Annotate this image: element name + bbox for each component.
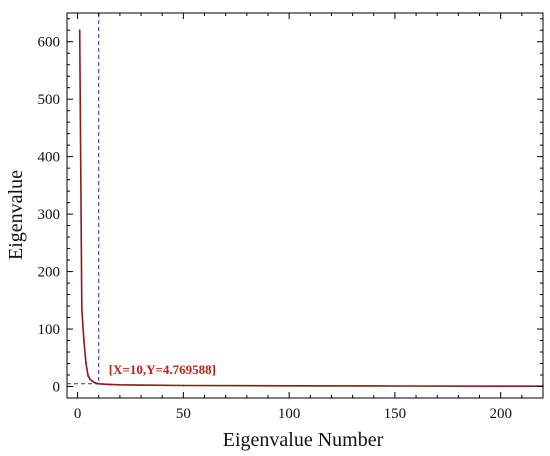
data-point — [140, 384, 142, 387]
data-point — [83, 339, 85, 342]
y-tick-label: 500 — [38, 92, 61, 108]
plot-layer: [X=10,Y=4.769588] — [67, 13, 544, 388]
data-point — [95, 382, 98, 385]
data-point — [499, 385, 502, 388]
x-tick-label: 50 — [176, 406, 191, 422]
data-point — [102, 383, 104, 385]
data-point — [108, 383, 111, 386]
y-tick-label: 400 — [38, 150, 61, 166]
y-tick-label: 300 — [38, 207, 61, 223]
x-axis-title: Eigenvalue Number — [223, 429, 384, 451]
data-point — [93, 381, 96, 384]
data-point — [91, 380, 94, 383]
data-point — [288, 384, 291, 387]
x-tick-label: 100 — [278, 406, 301, 422]
y-tick-label: 600 — [38, 35, 61, 51]
data-point — [80, 308, 83, 310]
y-tick-label: 100 — [38, 322, 61, 338]
x-tick-label: 200 — [489, 406, 512, 422]
data-point — [118, 383, 121, 386]
axis-layer: 0 50 100 150 200 0 100 200 300 400 500 600 — [38, 12, 544, 422]
x-tick-label: 150 — [384, 406, 407, 422]
plot-frame — [66, 12, 544, 399]
y-tick-label: 0 — [53, 380, 61, 396]
data-point — [89, 378, 92, 381]
y-axis-title: Eigenvalue — [5, 170, 27, 260]
x-tick-label: 0 — [74, 406, 82, 422]
data-point — [394, 385, 396, 387]
annotation-label: [X=10,Y=4.769588] — [109, 362, 216, 377]
data-point — [87, 375, 90, 378]
y-tick-label: 200 — [38, 265, 61, 281]
data-point — [78, 29, 81, 32]
data-point — [85, 362, 87, 365]
data-point — [97, 382, 100, 385]
data-point — [182, 384, 185, 387]
